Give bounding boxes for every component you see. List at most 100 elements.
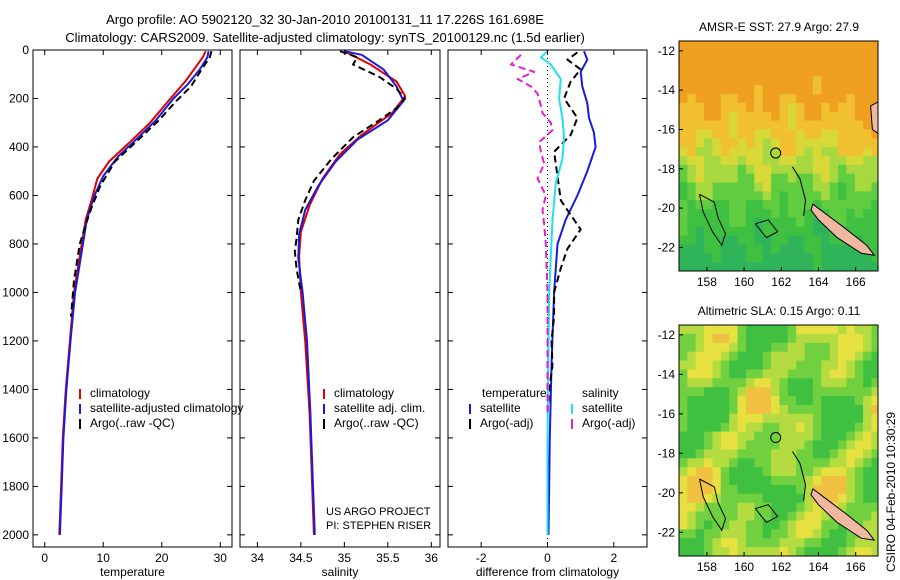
- map-cell: [821, 120, 831, 130]
- map-cell: [787, 387, 797, 397]
- map-cell: [863, 262, 873, 271]
- map-cell: [804, 351, 814, 362]
- map-cell: [779, 67, 789, 77]
- legend-entry: climatology: [90, 386, 150, 400]
- map-cell: [771, 262, 781, 271]
- map-cell: [871, 226, 878, 237]
- map-cell: [846, 333, 856, 344]
- map-cell: [704, 325, 714, 335]
- map-cell: [846, 102, 856, 113]
- map-cell: [787, 440, 797, 450]
- map-cell: [720, 405, 730, 415]
- map-cell: [804, 431, 814, 442]
- map-cell: [679, 431, 688, 442]
- map-cell: [737, 476, 747, 486]
- map-cell: [729, 458, 739, 468]
- map-cell: [746, 538, 755, 548]
- map-cell: [704, 476, 714, 486]
- map-cell: [821, 102, 831, 113]
- map-cell: [846, 156, 856, 166]
- map-cell: [762, 413, 772, 424]
- map-cell: [829, 351, 839, 362]
- map-cell: [838, 476, 847, 486]
- map-cell: [746, 476, 755, 486]
- map-cell: [737, 102, 747, 113]
- x-axis-label: salinity: [322, 565, 359, 579]
- map-cell: [679, 422, 688, 433]
- map-cell: [771, 85, 781, 95]
- map-cell: [854, 396, 864, 406]
- map-cell: [863, 387, 873, 397]
- map-cell: [762, 111, 772, 122]
- map-cell: [779, 120, 789, 130]
- map-cell: [687, 493, 697, 504]
- map-cell: [829, 333, 839, 344]
- map-cell: [871, 493, 878, 504]
- map-cell: [712, 138, 722, 148]
- map-cell: [746, 520, 755, 530]
- map-cell: [712, 333, 722, 344]
- map-cell: [821, 378, 831, 388]
- argo-location-marker: [770, 147, 782, 159]
- map-cell: [871, 538, 878, 548]
- map-cell: [796, 191, 806, 201]
- map-cell: [838, 111, 847, 122]
- map-cell: [787, 76, 797, 86]
- map-cell: [812, 396, 822, 406]
- legend-heading: salinity: [582, 386, 619, 400]
- map-cell: [838, 413, 847, 424]
- map-cell: [687, 413, 697, 424]
- map-cell: [771, 253, 781, 263]
- map-cell: [838, 369, 847, 379]
- map-cell: [804, 476, 814, 486]
- map-cell: [796, 156, 806, 166]
- map-cell: [679, 244, 688, 254]
- map-cell: [821, 200, 831, 210]
- map-cell: [695, 49, 705, 60]
- map-cell: [712, 235, 722, 245]
- map-cell: [771, 360, 781, 370]
- map-cell: [821, 440, 831, 450]
- series-line-1-3: [70, 50, 213, 317]
- map-cell: [779, 387, 789, 397]
- map-cell: [712, 405, 722, 415]
- map-cell: [754, 325, 764, 335]
- map-cell: [754, 422, 764, 433]
- map-cell: [687, 360, 697, 370]
- map-cell: [729, 325, 739, 335]
- map-cell: [771, 41, 781, 51]
- map-cell: [863, 440, 873, 450]
- map-cell: [804, 138, 814, 148]
- map-cell: [737, 76, 747, 86]
- map-cell: [720, 538, 730, 548]
- map-cell: [821, 138, 831, 148]
- map-cell: [846, 67, 856, 77]
- map-cell: [712, 431, 722, 442]
- map-cell: [829, 120, 839, 130]
- map-cell: [679, 493, 688, 504]
- map-cell: [846, 342, 856, 353]
- map-cell: [695, 235, 705, 245]
- map-cell: [812, 262, 822, 271]
- map-cell: [804, 493, 814, 504]
- map-field: [679, 41, 878, 271]
- map-cell: [746, 76, 755, 86]
- map-cell: [771, 342, 781, 353]
- map-cell: [838, 58, 847, 69]
- map-cell: [804, 120, 814, 130]
- map-cell: [737, 164, 747, 175]
- map-cell: [704, 164, 714, 175]
- map-cell: [863, 58, 873, 69]
- map-cell: [737, 325, 747, 335]
- map-cell: [779, 422, 789, 433]
- map-cell: [863, 200, 873, 210]
- map-cell: [754, 226, 764, 237]
- map-cell: [804, 325, 814, 335]
- map-cell: [695, 413, 705, 424]
- map-cell: [687, 76, 697, 86]
- map-cell: [812, 244, 822, 254]
- map-cell: [838, 325, 847, 335]
- map-cell: [729, 120, 739, 130]
- map-cell: [846, 422, 856, 433]
- map-cell: [729, 511, 739, 522]
